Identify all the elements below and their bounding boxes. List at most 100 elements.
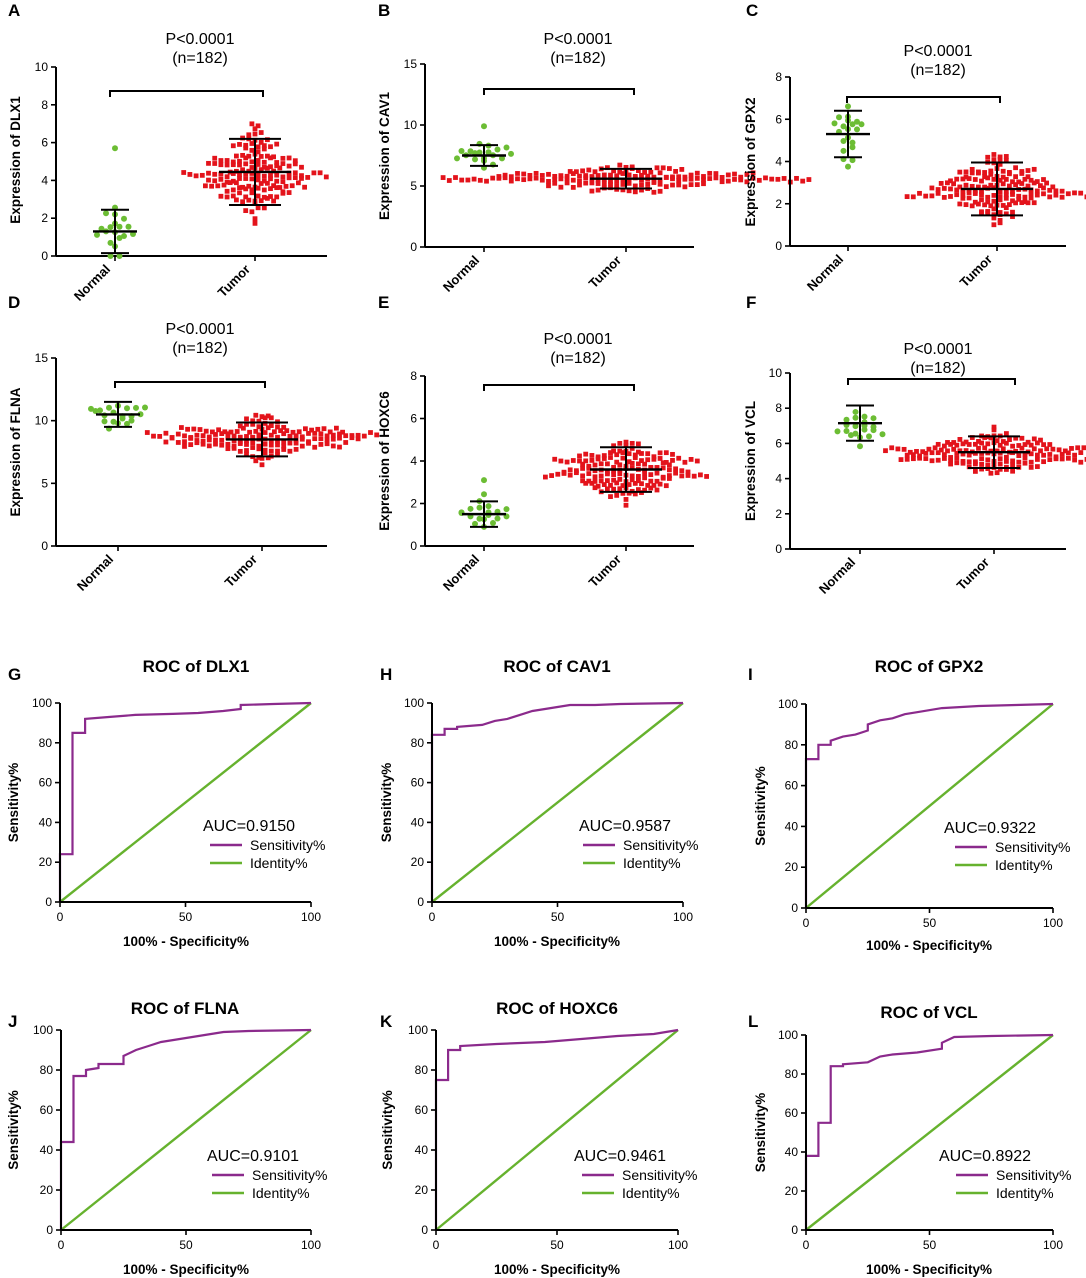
data-point-tumor — [923, 450, 929, 456]
data-point-tumor — [315, 426, 321, 432]
identity-line — [435, 1029, 679, 1231]
data-point-tumor — [1004, 431, 1009, 436]
x-tick-label: 0 — [58, 1238, 65, 1252]
data-point-tumor — [1022, 199, 1028, 204]
data-point-tumor — [626, 451, 632, 457]
data-point-tumor — [598, 478, 604, 484]
data-point-tumor — [985, 154, 991, 160]
data-point-tumor — [682, 184, 688, 190]
data-point-tumor — [265, 165, 270, 171]
data-point-tumor — [230, 171, 236, 176]
data-point-tumor — [794, 175, 799, 181]
auc-label: AUC=0.8922 — [939, 1148, 1031, 1165]
data-point-tumor — [966, 459, 972, 465]
y-tick-label: 40 — [40, 1143, 54, 1157]
y-tick-label: 40 — [785, 819, 799, 833]
data-point-tumor — [577, 182, 582, 188]
data-point-tumor — [312, 444, 318, 450]
data-point-normal — [472, 520, 478, 527]
legend-label-identity: Identity% — [995, 857, 1053, 873]
data-point-tumor — [654, 470, 660, 476]
x-tick-label: 100 — [673, 910, 693, 924]
data-point-tumor — [670, 182, 675, 188]
data-point-normal — [458, 147, 465, 154]
data-point-tumor — [651, 456, 657, 462]
x-tick-label: 50 — [923, 1238, 937, 1252]
data-point-tumor — [907, 449, 913, 455]
data-point-tumor — [713, 175, 719, 181]
data-point-normal — [476, 515, 483, 522]
data-point-tumor — [1019, 435, 1025, 441]
data-point-tumor — [614, 173, 620, 179]
data-point-tumor — [558, 176, 564, 182]
data-point-tumor — [583, 180, 589, 186]
data-point-tumor — [620, 455, 626, 461]
data-point-tumor — [1053, 188, 1059, 194]
data-point-tumor — [215, 183, 221, 189]
data-point-tumor — [1003, 211, 1009, 217]
data-point-tumor — [258, 181, 264, 186]
n-label: (n=182) — [172, 50, 228, 67]
data-point-tumor — [280, 190, 286, 196]
data-point-tumor — [632, 491, 638, 497]
data-point-tumor — [306, 440, 311, 446]
data-point-tumor — [601, 453, 607, 458]
data-point-tumor — [268, 432, 274, 438]
data-point-tumor — [281, 431, 287, 437]
significance-bracket — [114, 381, 266, 388]
y-axis-label: Expression of CAV1 — [377, 91, 392, 220]
data-point-tumor — [261, 159, 267, 165]
data-point-tumor — [311, 170, 317, 176]
data-point-tumor — [240, 167, 245, 173]
data-point-tumor — [632, 183, 638, 189]
data-point-tumor — [667, 467, 672, 473]
data-point-tumor — [960, 176, 966, 182]
data-point-tumor — [781, 176, 787, 181]
data-point-tumor — [555, 471, 561, 477]
auc-label: AUC=0.9322 — [944, 820, 1036, 837]
x-category-label: Normal — [74, 552, 116, 594]
data-point-normal — [92, 408, 99, 415]
data-point-tumor — [614, 480, 620, 486]
data-point-tumor — [237, 448, 243, 454]
data-point-tumor — [200, 433, 206, 439]
data-point-tumor — [623, 164, 629, 170]
data-point-tumor — [636, 478, 641, 484]
y-tick-label: 80 — [415, 1063, 429, 1077]
data-point-tumor — [1000, 439, 1006, 444]
data-point-tumor — [1047, 194, 1053, 200]
identity-line — [805, 703, 1054, 909]
data-point-tumor — [515, 176, 520, 182]
data-point-tumor — [1000, 446, 1006, 452]
roc-title: ROC of DLX1 — [143, 657, 250, 676]
data-point-tumor — [1025, 439, 1031, 445]
data-point-tumor — [334, 425, 339, 431]
data-point-tumor — [651, 454, 657, 460]
data-point-tumor — [277, 165, 283, 171]
data-point-tumor — [246, 197, 252, 203]
data-point-tumor — [271, 183, 276, 189]
data-point-tumor — [293, 446, 299, 452]
data-point-tumor — [321, 426, 327, 432]
data-point-tumor — [1041, 177, 1046, 182]
data-point-tumor — [244, 434, 249, 439]
y-axis-label: Sensitivity% — [380, 1090, 395, 1170]
data-point-normal — [499, 155, 505, 162]
data-point-tumor — [324, 441, 330, 447]
data-point-tumor — [976, 170, 981, 176]
data-point-tumor — [639, 458, 644, 463]
data-point-normal — [852, 430, 859, 437]
panel-letter: C — [746, 1, 758, 20]
data-point-tumor — [1019, 445, 1025, 451]
data-point-tumor — [1072, 452, 1077, 458]
data-point-tumor — [224, 162, 230, 168]
data-point-tumor — [636, 473, 641, 479]
data-point-tumor — [1022, 442, 1028, 447]
p-value-label: P<0.0001 — [166, 321, 235, 338]
x-tick-label: 0 — [429, 910, 436, 924]
data-point-tumor — [240, 184, 245, 190]
y-tick-label: 60 — [415, 1103, 429, 1117]
data-point-tumor — [979, 210, 984, 216]
data-point-tumor — [259, 414, 265, 420]
data-point-tumor — [935, 441, 941, 447]
